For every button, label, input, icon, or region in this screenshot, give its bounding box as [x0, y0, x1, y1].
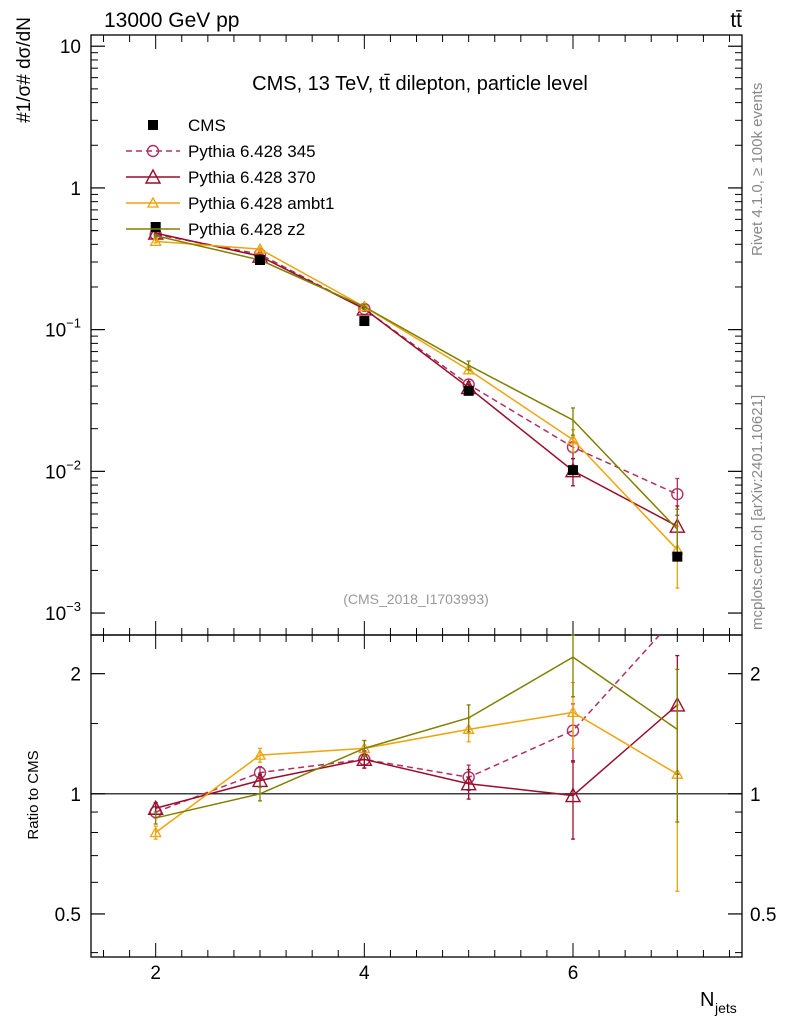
main-point — [671, 487, 684, 501]
main-series-1 — [147, 224, 686, 558]
ratio-point — [253, 748, 267, 760]
ratio-plot-frame — [90, 634, 743, 958]
legend-entry: Pythia 6.428 345 — [126, 142, 316, 161]
legend-label: Pythia 6.428 370 — [188, 168, 316, 187]
ratio-y-axis-label: Ratio to CMS — [25, 750, 42, 839]
legend-entry: Pythia 6.428 z2 — [126, 220, 305, 239]
ratio-series-2 — [149, 681, 684, 892]
main-point — [147, 224, 164, 240]
main-series-2 — [149, 234, 684, 589]
cms-data-point — [359, 316, 370, 327]
legend-entry: CMS — [148, 116, 226, 135]
main-axis-ticks: 10−3 10−2 10−1 1 10 2 4 6 — [45, 35, 742, 984]
main-series-line — [155, 234, 678, 530]
ratio-series-line — [155, 704, 678, 809]
ratio-y-tick-label: 2 — [70, 665, 81, 686]
main-point — [149, 234, 162, 246]
ratio-series-layer — [147, 634, 686, 892]
x-axis-label: N jets — [700, 989, 737, 1016]
rivet-label: Rivet 4.1.0, ≥ 100k events — [749, 83, 766, 256]
main-y-tick-label: 10−2 — [45, 457, 81, 483]
ratio-point — [564, 787, 582, 803]
cms-data-point — [150, 221, 161, 232]
x-tick-label: 6 — [568, 963, 579, 984]
main-title: CMS, 13 TeV, tt̄ dilepton, particle leve… — [252, 73, 588, 95]
energy-label: 13000 GeV pp — [104, 9, 239, 32]
cms-data-point — [567, 465, 578, 476]
main-series-layer — [147, 221, 686, 589]
main-y-tick-label: 1 — [70, 179, 81, 200]
ratio-point — [462, 723, 475, 735]
ratio-point — [460, 775, 477, 791]
ratio-series-3 — [153, 634, 680, 825]
legend-marker — [146, 144, 160, 158]
analysis-watermark: (CMS_2018_I1703993) — [343, 591, 489, 607]
legend-label: Pythia 6.428 ambt1 — [188, 194, 334, 213]
ratio-point — [566, 706, 580, 717]
process-label: tt̄ — [730, 9, 742, 32]
ratio-y-tick-label-right: 2 — [750, 665, 761, 686]
y-label-numerator: #1/σ# dσ/dN — [14, 17, 35, 123]
ratio-series-line — [155, 711, 678, 834]
main-y-tick-label: 10 — [60, 37, 81, 58]
x-label-main: N — [700, 989, 714, 1011]
legend-entry: Pythia 6.428 370 — [126, 168, 316, 187]
cms-data — [150, 221, 683, 562]
main-point — [462, 363, 475, 375]
ratio-y-tick-label: 0.5 — [55, 905, 81, 926]
x-label-sub: jets — [714, 1000, 737, 1016]
legend-marker — [146, 196, 160, 208]
legend-marker — [144, 168, 162, 184]
ratio-axis-ticks: 0.5 0.5 1 1 2 2 — [55, 665, 776, 954]
ratio-series-line — [155, 656, 678, 819]
ratio-point — [356, 750, 373, 767]
legend-entry: Pythia 6.428 ambt1 — [126, 194, 334, 213]
legend-marker — [148, 120, 158, 130]
ratio-y-tick-label-right: 0.5 — [750, 905, 776, 926]
main-y-tick-label: 10−3 — [45, 599, 81, 625]
ratio-point — [149, 826, 162, 838]
main-series-line — [155, 240, 678, 551]
ratio-series-1 — [147, 654, 686, 840]
cms-data-point — [463, 385, 474, 396]
x-tick-label: 2 — [150, 963, 161, 984]
main-series-3 — [153, 233, 680, 560]
main-series-line — [155, 233, 678, 495]
x-tick-label: 4 — [359, 963, 370, 984]
main-y-axis-label: #1/σ# dσ/dN — [14, 17, 35, 123]
ratio-series-0 — [149, 634, 661, 819]
legend-label: CMS — [188, 116, 226, 135]
ratio-y-tick-label-right: 1 — [750, 785, 761, 806]
main-point — [566, 433, 580, 445]
legend-label: Pythia 6.428 345 — [188, 142, 316, 161]
cms-data-point — [672, 551, 683, 562]
main-point — [253, 242, 267, 254]
ratio-y-tick-label: 1 — [70, 785, 81, 806]
cms-data-point — [255, 255, 266, 266]
mcplots-label: mcplots.cern.ch [arXiv:2401.10621] — [749, 395, 766, 630]
main-series-line — [155, 232, 678, 527]
main-y-tick-label: 10−1 — [45, 316, 81, 342]
legend-label: Pythia 6.428 z2 — [188, 220, 305, 239]
ratio-series-line — [155, 634, 661, 813]
legend: CMS Pythia 6.428 345 Pythia 6.428 370 Pythi… — [126, 116, 334, 239]
